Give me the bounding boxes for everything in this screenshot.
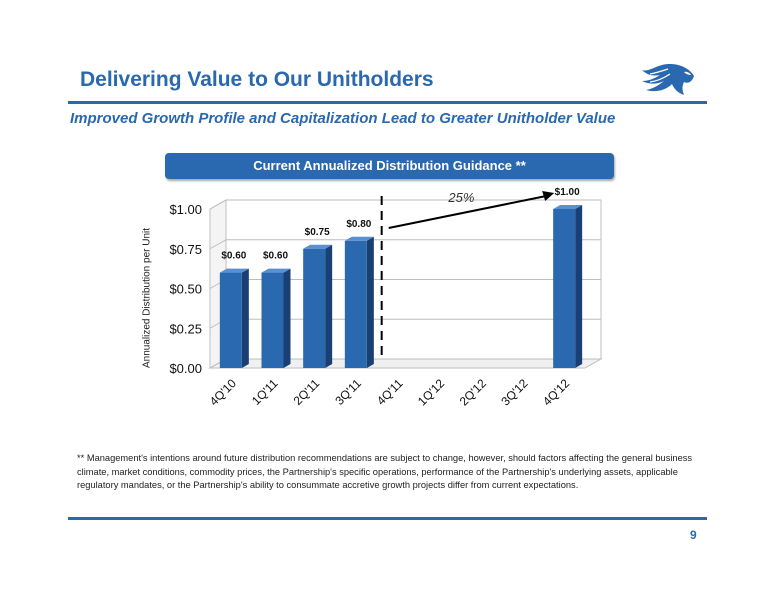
bar-side bbox=[575, 205, 583, 368]
bar-top bbox=[344, 236, 374, 241]
page-subtitle: Improved Growth Profile and Capitalizati… bbox=[70, 110, 616, 127]
y-tick-label: $0.50 bbox=[169, 282, 202, 297]
x-tick-label: 2Q'11 bbox=[291, 376, 323, 408]
bar-value-label: $0.75 bbox=[305, 227, 330, 238]
bar-top bbox=[553, 205, 583, 209]
y-tick-label: $1.00 bbox=[169, 202, 202, 217]
bar-side bbox=[283, 268, 291, 368]
bar bbox=[344, 240, 367, 368]
y-tick-label: $0.25 bbox=[169, 321, 202, 336]
bar-value-label: $0.60 bbox=[263, 251, 288, 262]
growth-arrow-head bbox=[542, 191, 555, 201]
bar bbox=[261, 272, 284, 368]
growth-annotation-label: 25% bbox=[447, 190, 474, 205]
gridline bbox=[209, 199, 601, 210]
eagle-head-icon bbox=[642, 64, 694, 95]
bar-value-label: $0.60 bbox=[221, 251, 246, 262]
bar-side bbox=[241, 268, 249, 368]
bar bbox=[553, 209, 576, 368]
page-title: Delivering Value to Our Unitholders bbox=[80, 68, 434, 91]
chart-banner: Current Annualized Distribution Guidance… bbox=[165, 153, 614, 179]
bar-side bbox=[325, 244, 333, 368]
footnote: ** Management's intentions around future… bbox=[77, 453, 693, 490]
bar-top bbox=[219, 268, 249, 273]
footer-rule bbox=[68, 517, 707, 520]
x-tick-label: 2Q'12 bbox=[457, 376, 490, 409]
gridline bbox=[209, 239, 601, 250]
y-tick-label: $0.00 bbox=[169, 361, 202, 376]
x-tick-label: 4Q'10 bbox=[207, 376, 240, 409]
bar bbox=[303, 248, 326, 368]
growth-arrow-line bbox=[388, 195, 547, 229]
bar bbox=[219, 272, 242, 368]
x-tick-label: 3Q'12 bbox=[498, 376, 531, 409]
page-number: 9 bbox=[690, 528, 697, 542]
x-tick-label: 4Q'12 bbox=[540, 376, 573, 409]
header-rule bbox=[68, 101, 707, 104]
y-tick-label: $0.75 bbox=[169, 242, 202, 257]
x-tick-label: 1Q'12 bbox=[415, 376, 448, 409]
x-tick-label: 3Q'11 bbox=[332, 376, 364, 408]
bar-top bbox=[303, 244, 333, 249]
bar-value-label: $0.80 bbox=[346, 219, 371, 230]
bar-side bbox=[366, 236, 374, 368]
x-tick-label: 4Q'11 bbox=[374, 376, 406, 408]
x-tick-label: 1Q'11 bbox=[249, 376, 281, 408]
bar-value-label: $1.00 bbox=[555, 187, 580, 198]
bar-top bbox=[261, 268, 291, 273]
